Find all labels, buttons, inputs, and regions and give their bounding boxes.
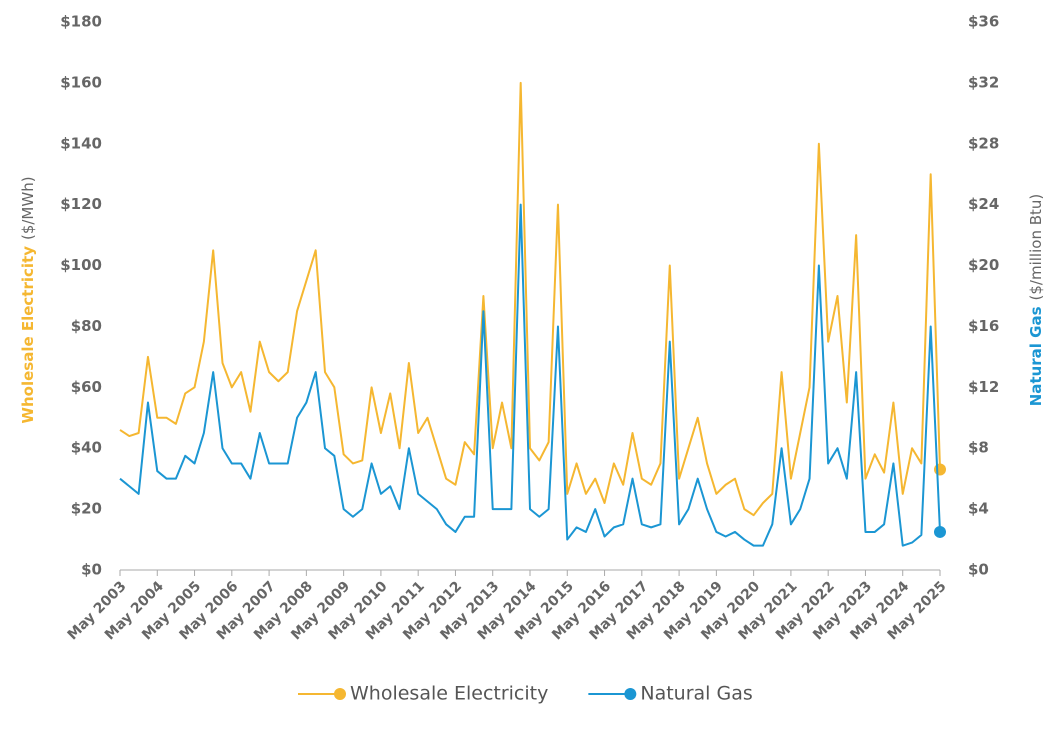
y-axis-unit: ($/MWh) [19, 176, 37, 240]
y2-tick-label: $28 [968, 134, 999, 152]
y2-tick-label: $36 [968, 13, 999, 31]
y2-tick-label: $20 [968, 256, 999, 274]
end-marker [934, 463, 946, 476]
y-tick-label: $180 [60, 13, 102, 31]
y2-tick-label: $12 [968, 378, 999, 396]
y2-axis-name: Natural Gas [1027, 306, 1045, 406]
series-line [119, 203, 941, 547]
legend-label: Wholesale Electricity [350, 683, 548, 705]
y-tick-label: $120 [60, 195, 102, 213]
y2-axis-unit: ($/million Btu) [1027, 194, 1045, 301]
y2-tick-label: $16 [968, 317, 999, 335]
y-tick-label: $20 [71, 500, 102, 518]
y2-tick-label: $24 [968, 195, 999, 213]
y-tick-label: $140 [60, 134, 102, 152]
legend-label: Natural Gas [640, 683, 752, 705]
y-tick-label: $80 [71, 317, 102, 335]
y-tick-label: $160 [60, 73, 102, 91]
y-axis-name: Wholesale Electricity [19, 246, 37, 424]
y2-tick-label: $0 [968, 561, 989, 579]
y-axis-title: Wholesale Electricity ($/MWh) [19, 176, 37, 423]
y2-axis-title: Natural Gas ($/million Btu) [1027, 194, 1045, 407]
y-tick-label: $40 [71, 439, 102, 457]
end-marker [934, 525, 946, 538]
y2-tick-label: $32 [968, 73, 999, 91]
y-tick-label: $0 [81, 561, 102, 579]
y-tick-label: $60 [71, 378, 102, 396]
y-tick-label: $100 [60, 256, 102, 274]
y2-tick-label: $4 [968, 500, 989, 518]
legend-dot [624, 688, 637, 700]
y2-tick-label: $8 [968, 439, 989, 457]
series-line [119, 81, 941, 517]
legend-dot [334, 688, 346, 700]
